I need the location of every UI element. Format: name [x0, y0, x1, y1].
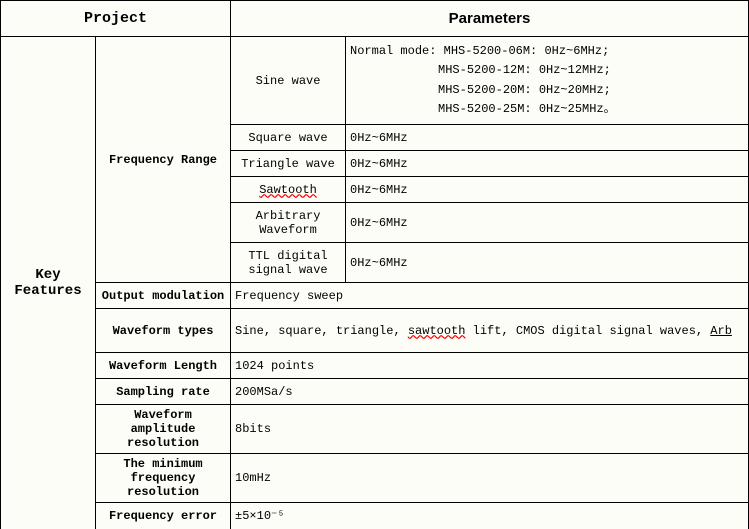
- triangle-value: 0Hz~6MHz: [346, 151, 749, 177]
- sawtooth-value: 0Hz~6MHz: [346, 177, 749, 203]
- row-waveform-types: Waveform types Sine, square, triangle, s…: [1, 309, 749, 353]
- wt-arb: Arb: [710, 324, 732, 338]
- ttl-label: TTL digital signal wave: [231, 243, 346, 283]
- header-row: Project Parameters: [1, 1, 749, 37]
- row-waveform-length: Waveform Length 1024 points: [1, 353, 749, 379]
- row-freq-error: Frequency error ±5×10⁻⁵: [1, 503, 749, 529]
- sine-l3: MHS-5200-20M: 0Hz~20MHz;: [438, 81, 744, 100]
- ampres-label: Waveform amplitude resolution: [96, 405, 231, 454]
- row-sine: Key Features Frequency Range Sine wave N…: [1, 37, 749, 125]
- ttl-value: 0Hz~6MHz: [346, 243, 749, 283]
- sampling-value: 200MSa/s: [231, 379, 749, 405]
- outputmod-value: Frequency sweep: [231, 283, 749, 309]
- wt-p1: Sine, square, triangle,: [235, 324, 408, 338]
- freqerr-value: ±5×10⁻⁵: [231, 503, 749, 529]
- outputmod-label: Output modulation: [96, 283, 231, 309]
- minfreq-label: The minimum frequency resolution: [96, 454, 231, 503]
- header-project: Project: [1, 1, 231, 37]
- row-sampling-rate: Sampling rate 200MSa/s: [1, 379, 749, 405]
- sine-l2: MHS-5200-12M: 0Hz~12MHz;: [438, 61, 744, 80]
- wavetypes-label: Waveform types: [96, 309, 231, 353]
- sawtooth-label: Sawtooth: [231, 177, 346, 203]
- key-features-cell: Key Features: [1, 37, 96, 529]
- minfreq-value: 10mHz: [231, 454, 749, 503]
- sine-prefix: Normal mode:: [350, 44, 436, 58]
- spec-table: Project Parameters Key Features Frequenc…: [0, 0, 749, 529]
- freqerr-label: Frequency error: [96, 503, 231, 529]
- ampres-value: 8bits: [231, 405, 749, 454]
- row-output-mod: Output modulation Frequency sweep: [1, 283, 749, 309]
- wt-saw: sawtooth: [408, 324, 466, 338]
- arbitrary-value: 0Hz~6MHz: [346, 203, 749, 243]
- sine-value: Normal mode: MHS-5200-06M: 0Hz~6MHz; MHS…: [346, 37, 749, 125]
- sine-l1: MHS-5200-06M: 0Hz~6MHz;: [444, 44, 610, 58]
- header-parameters: Parameters: [231, 1, 749, 37]
- triangle-label: Triangle wave: [231, 151, 346, 177]
- square-value: 0Hz~6MHz: [346, 125, 749, 151]
- sine-l4: MHS-5200-25M: 0Hz~25MHz。: [438, 100, 744, 119]
- wavelen-value: 1024 points: [231, 353, 749, 379]
- sawtooth-label-text: Sawtooth: [259, 183, 317, 197]
- wt-p2: lift, CMOS digital signal waves,: [465, 324, 710, 338]
- row-amp-resolution: Waveform amplitude resolution 8bits: [1, 405, 749, 454]
- wavelen-label: Waveform Length: [96, 353, 231, 379]
- freq-range-label: Frequency Range: [96, 37, 231, 283]
- sampling-label: Sampling rate: [96, 379, 231, 405]
- row-min-freq-res: The minimum frequency resolution 10mHz: [1, 454, 749, 503]
- wavetypes-value: Sine, square, triangle, sawtooth lift, C…: [231, 309, 749, 353]
- square-label: Square wave: [231, 125, 346, 151]
- arbitrary-label: Arbitrary Waveform: [231, 203, 346, 243]
- spec-table-container: Project Parameters Key Features Frequenc…: [0, 0, 749, 518]
- sine-label: Sine wave: [231, 37, 346, 125]
